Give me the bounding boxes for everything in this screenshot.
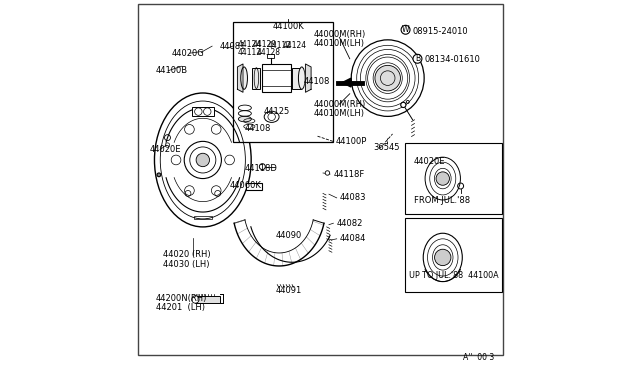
Text: W: W — [402, 25, 410, 34]
Text: 08915-24010: 08915-24010 — [412, 27, 468, 36]
Circle shape — [259, 164, 266, 170]
Circle shape — [413, 54, 422, 63]
Ellipse shape — [425, 157, 460, 200]
Ellipse shape — [351, 40, 424, 116]
Ellipse shape — [241, 67, 248, 89]
Text: 44112: 44112 — [268, 41, 292, 50]
Text: 44020G: 44020G — [172, 49, 204, 58]
Text: 44000M(RH): 44000M(RH) — [314, 30, 366, 39]
Text: 08134-01610: 08134-01610 — [424, 55, 480, 64]
Ellipse shape — [154, 93, 251, 227]
Bar — [267, 54, 275, 58]
Ellipse shape — [264, 111, 279, 122]
Text: 44091: 44091 — [275, 286, 301, 295]
Text: 44125: 44125 — [264, 107, 290, 116]
Text: 44118D: 44118D — [245, 164, 278, 173]
Text: 44020E: 44020E — [150, 145, 181, 154]
Bar — [405, 143, 502, 214]
Text: 44020 (RH): 44020 (RH) — [163, 250, 211, 259]
Bar — [195, 296, 220, 303]
Text: 44100B: 44100B — [156, 66, 188, 75]
Text: 44124: 44124 — [283, 41, 307, 50]
Text: 44118F: 44118F — [333, 170, 365, 179]
Circle shape — [157, 173, 161, 177]
Bar — [262, 64, 291, 92]
Bar — [262, 70, 291, 86]
Text: 44100P: 44100P — [336, 137, 367, 146]
Text: 44108: 44108 — [245, 124, 271, 133]
Text: 44100K: 44100K — [273, 22, 304, 31]
Text: B: B — [415, 54, 420, 63]
Text: 44084: 44084 — [340, 234, 367, 243]
Text: UP TO JUL.'88  44100A: UP TO JUL.'88 44100A — [410, 271, 499, 280]
Circle shape — [401, 25, 410, 34]
Text: 44020E: 44020E — [413, 157, 445, 166]
Bar — [232, 22, 333, 142]
FancyArrowPatch shape — [343, 79, 360, 86]
Circle shape — [191, 296, 199, 303]
Text: 44090: 44090 — [275, 231, 301, 240]
Text: 44060K: 44060K — [230, 181, 262, 190]
Text: 44124: 44124 — [237, 40, 262, 49]
Circle shape — [184, 141, 221, 179]
Text: FROM JUL.'88: FROM JUL.'88 — [413, 196, 470, 205]
Text: 44108: 44108 — [303, 77, 330, 86]
Text: 44129: 44129 — [252, 40, 276, 49]
Polygon shape — [237, 64, 243, 92]
Circle shape — [435, 249, 451, 266]
Text: 44083: 44083 — [340, 193, 367, 202]
Text: A''  00 3: A'' 00 3 — [463, 353, 495, 362]
Bar — [252, 68, 260, 89]
Text: 44000M(RH): 44000M(RH) — [314, 100, 366, 109]
Circle shape — [325, 171, 330, 175]
Text: 44112: 44112 — [237, 48, 261, 57]
Ellipse shape — [298, 67, 305, 89]
Circle shape — [196, 153, 209, 167]
Bar — [246, 183, 262, 190]
Text: 44128: 44128 — [257, 48, 281, 57]
Text: 44030 (LH): 44030 (LH) — [163, 260, 209, 269]
Bar — [193, 216, 212, 219]
Text: 36545: 36545 — [374, 143, 400, 152]
Circle shape — [436, 172, 449, 185]
Bar — [405, 218, 502, 292]
Text: 44201  (LH): 44201 (LH) — [156, 303, 205, 312]
Text: 44081: 44081 — [220, 42, 246, 51]
Polygon shape — [305, 64, 311, 92]
Circle shape — [375, 65, 401, 91]
Text: 44082: 44082 — [337, 219, 363, 228]
Text: 44200N(RH): 44200N(RH) — [156, 294, 207, 303]
Bar — [191, 107, 214, 116]
Circle shape — [401, 102, 406, 108]
Ellipse shape — [423, 233, 462, 282]
Bar — [292, 68, 301, 89]
Text: 44010M(LH): 44010M(LH) — [314, 109, 365, 118]
Text: 44010M(LH): 44010M(LH) — [314, 39, 365, 48]
Ellipse shape — [238, 116, 252, 122]
